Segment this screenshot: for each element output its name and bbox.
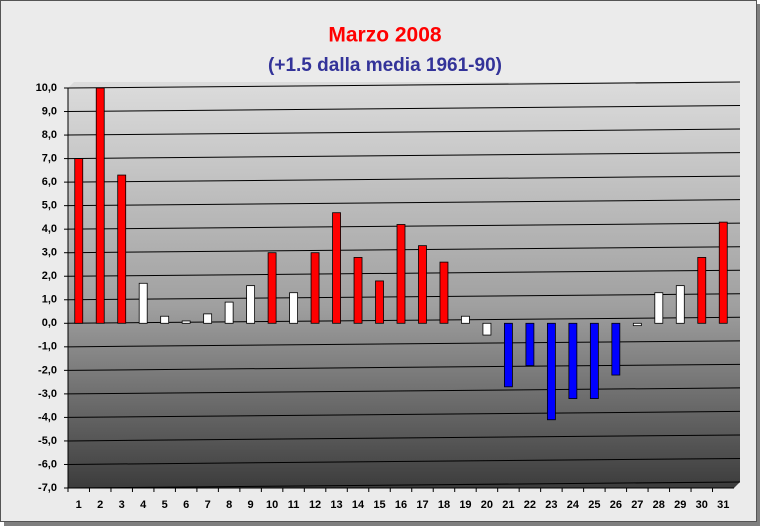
grid-line [67,481,741,489]
x-tick-label: 27 [631,499,643,511]
y-tick-label: -6,0 [38,458,57,470]
y-tick-label: -1,0 [38,341,57,353]
bar [396,224,406,324]
x-tick-label: 31 [717,499,729,511]
bar [267,252,277,324]
bar [461,315,470,324]
x-tick-label: 10 [266,499,278,511]
x-tick-label: 20 [481,499,493,511]
y-tick-label: 10,0 [36,82,57,94]
x-tick-label: 24 [567,499,580,511]
grid-line [67,363,741,371]
bar [181,320,191,324]
y-tick-label: 9,0 [42,105,57,117]
y-tick-label: 7,0 [42,152,57,164]
y-tick-label: -4,0 [38,411,57,423]
x-tick-label: 4 [140,499,147,511]
bar [611,322,621,376]
x-tick-label: 5 [162,499,168,511]
y-tick-label: -5,0 [38,435,57,447]
grid-line [67,81,741,89]
bar [138,282,148,324]
bar [675,285,685,324]
y-tick-label: 3,0 [42,247,57,259]
x-tick-label: 1 [76,499,82,511]
bar [482,322,492,336]
y-tick-label: 6,0 [42,176,57,188]
chart-subtitle: (+1.5 dalla media 1961-90) [268,55,502,76]
bar [246,285,256,324]
chart-title: Marzo 2008 [328,24,442,47]
bar [632,322,642,327]
bar [95,87,105,324]
y-tick-label: 8,0 [42,129,57,141]
bar [289,292,298,324]
x-tick-label: 2 [97,499,103,511]
y-tick-label: 0,0 [42,317,57,329]
grid-line [67,457,741,465]
bar [418,245,427,324]
x-tick-label: 15 [373,499,385,511]
bar [332,212,341,324]
grid-line [67,434,741,442]
grid-line [67,105,741,113]
x-tick-label: 19 [459,499,471,511]
bar [74,158,84,324]
bar [718,221,728,324]
x-tick-label: 14 [352,499,365,511]
x-tick-label: 18 [438,499,450,511]
bar [697,257,707,324]
bar [160,315,170,324]
x-tick-label: 6 [183,499,189,511]
bar [224,301,234,324]
grid-line [67,152,741,160]
x-tick-label: 26 [610,499,622,511]
bar [589,322,599,399]
y-tick-label: 4,0 [42,223,57,235]
y-tick-label: 2,0 [42,270,57,282]
bar [353,257,363,324]
grid-line [67,175,741,183]
x-tick-label: 16 [395,499,407,511]
x-tick-label: 29 [674,499,686,511]
x-tick-label: 7 [205,499,211,511]
grid-line [67,410,741,418]
grid-line [67,199,741,207]
bar [568,322,578,399]
x-tick-label: 28 [653,499,665,511]
x-tick-label: 17 [416,499,428,511]
x-tick-label: 23 [545,499,557,511]
y-tick-label: 1,0 [42,294,57,306]
x-tick-label: 12 [309,499,321,511]
x-tick-label: 8 [226,499,232,511]
y-tick-label: 5,0 [42,200,57,212]
x-tick-label: 30 [696,499,708,511]
bar [525,322,535,367]
bar [439,261,449,324]
bar [375,280,384,324]
grid-line [67,387,741,395]
x-tick-label: 22 [524,499,536,511]
y-tick-label: -2,0 [38,364,57,376]
grid-line [67,340,741,348]
x-tick-label: 11 [288,499,300,511]
y-tick-label: -7,0 [38,482,57,494]
bar [546,322,556,421]
y-tick-label: -3,0 [38,388,57,400]
bar [203,313,213,324]
x-tick-label: 3 [119,499,125,511]
bar [654,292,664,324]
x-tick-label: 21 [502,499,514,511]
bar [117,174,127,324]
x-tick-label: 9 [248,499,254,511]
grid-line [67,128,741,136]
bar [310,252,320,324]
bar [504,322,513,388]
x-tick-label: 13 [330,499,342,511]
x-tick-label: 25 [588,499,600,511]
